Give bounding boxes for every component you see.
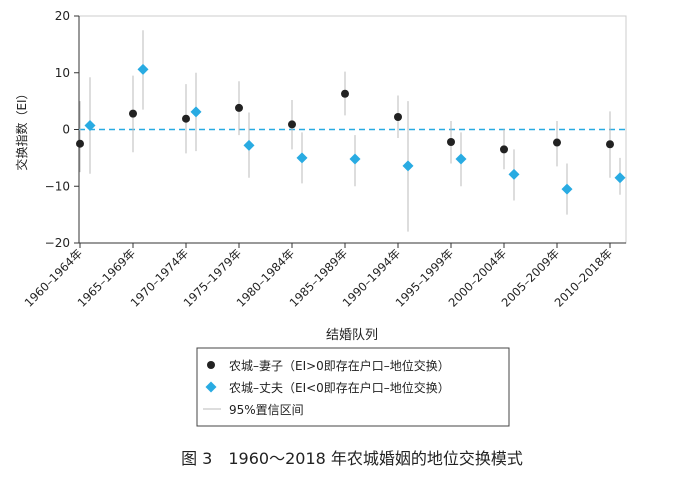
data-point-wife (606, 140, 614, 149)
data-point-wife (394, 113, 402, 122)
data-point-husband (84, 120, 96, 132)
y-tick-label: 0 (62, 123, 70, 137)
data-point-wife (288, 120, 296, 129)
data-point-husband (296, 152, 308, 164)
data-point-wife (500, 145, 508, 154)
legend: 农城–妻子（EI>0即存在户口–地位交换） 农城–丈夫（EI<0即存在户口–地位交… (196, 347, 510, 427)
data-point-husband (190, 106, 202, 118)
y-tick-label: 20 (55, 9, 70, 23)
y-tick-label: 10 (55, 66, 70, 80)
figure-caption: 图 3 1960～2018 年农城婚姻的地位交换模式 (181, 449, 523, 468)
y-tick-label: −20 (45, 236, 70, 250)
data-point-husband (614, 172, 626, 184)
legend-label-wife: 农城–妻子（EI>0即存在户口–地位交换） (229, 358, 450, 373)
data-point-husband (349, 153, 361, 165)
plot-area: 20100−10−201960–1964年1965–1969年1970–1974… (22, 9, 627, 310)
legend-marker-diamond (205, 381, 217, 393)
data-point-husband (137, 63, 149, 75)
data-point-wife (182, 114, 190, 123)
data-point-wife (76, 139, 84, 148)
data-point-husband (402, 160, 414, 172)
legend-label-ci: 95%置信区间 (229, 403, 304, 417)
data-point-husband (561, 183, 573, 195)
data-point-wife (553, 138, 561, 147)
data-point-husband (508, 168, 520, 180)
data-point-husband (243, 139, 255, 151)
data-point-husband (455, 153, 467, 165)
legend-marker-circle (207, 361, 215, 369)
y-axis-title: 交换指数（EI） (14, 87, 29, 170)
legend-box (196, 347, 510, 427)
y-tick-label: −10 (45, 179, 70, 193)
data-point-wife (341, 89, 349, 98)
data-point-wife (235, 103, 243, 112)
data-point-wife (129, 109, 137, 118)
data-point-wife (447, 137, 455, 146)
x-axis-title: 结婚队列 (326, 328, 378, 343)
legend-label-husband: 农城–丈夫（EI<0即存在户口–地位交换） (229, 380, 450, 395)
